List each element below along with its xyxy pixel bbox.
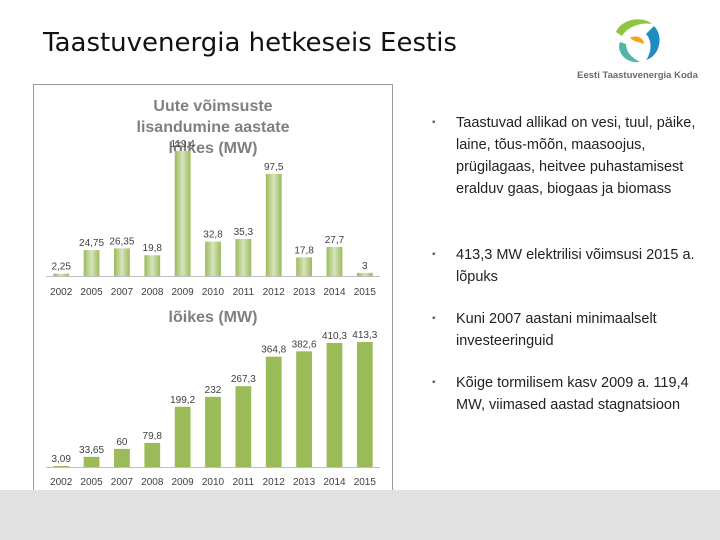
slide-title: Taastuvenergia hetkeseis Eestis [43, 28, 457, 58]
bar-2014 [326, 246, 343, 276]
data-label: 119,4 [170, 139, 195, 150]
bar-2014 [326, 342, 343, 467]
data-label: 3 [362, 261, 368, 272]
category-label: 2014 [323, 287, 346, 298]
category-label: 2011 [233, 287, 255, 298]
chart-title: lõikes (MW) [169, 140, 258, 157]
bar-2010 [205, 396, 221, 467]
bar-2013 [296, 351, 312, 467]
category-label: 2012 [263, 477, 286, 488]
data-label: 267,3 [231, 374, 256, 385]
bar-2015 [356, 272, 373, 276]
bar-2009 [174, 406, 191, 467]
bullet-item: ▪ Kõige tormilisem kasv 2009 a. 119,4 MW… [432, 372, 702, 416]
bar-2010 [205, 241, 221, 276]
data-label: 79,8 [143, 431, 163, 442]
category-label: 2010 [202, 477, 225, 488]
chart-title: lisandumine aastate [137, 119, 290, 136]
data-label: 33,65 [79, 445, 104, 456]
bullet-item: ▪ Kuni 2007 aastani minimaalselt investe… [432, 308, 702, 352]
data-label: 19,8 [143, 243, 163, 254]
bar-2011 [235, 239, 252, 276]
data-label: 17,8 [294, 245, 314, 256]
bullet-marker-icon: ▪ [432, 313, 436, 324]
data-label: 3,09 [51, 454, 71, 465]
category-label: 2002 [50, 287, 73, 298]
category-label: 2008 [141, 287, 164, 298]
bar-2013 [296, 257, 312, 276]
category-label: 2013 [293, 287, 316, 298]
bullet-item: ▪ 413,3 MW elektrilisi võimsusi 2015 a. … [432, 244, 702, 288]
bar-2009 [174, 150, 191, 276]
data-label: 24,75 [79, 238, 104, 249]
category-label: 2011 [233, 477, 255, 488]
category-label: 2008 [141, 477, 164, 488]
bar-2012 [265, 173, 282, 276]
category-label: 2002 [50, 477, 73, 488]
bar-2005 [83, 250, 100, 276]
data-label: 410,3 [322, 331, 347, 342]
category-label: 2010 [202, 287, 225, 298]
category-label: 2009 [172, 477, 195, 488]
category-label: 2013 [293, 477, 316, 488]
footer-band [0, 490, 720, 540]
data-label: 382,6 [292, 339, 317, 350]
data-label: 26,35 [109, 236, 134, 247]
data-label: 199,2 [170, 395, 195, 406]
data-label: 60 [116, 437, 128, 448]
bullet-item: ▪ Taastuvad allikad on vesi, tuul, päike… [432, 112, 702, 200]
data-label: 97,5 [264, 162, 284, 173]
data-label: 27,7 [325, 235, 345, 246]
bullet-text: 413,3 MW elektrilisi võimsusi 2015 a. lõ… [456, 247, 695, 285]
category-label: 2009 [172, 287, 195, 298]
bullet-marker-icon: ▪ [432, 377, 436, 388]
category-label: 2005 [80, 477, 103, 488]
category-label: 2007 [111, 477, 134, 488]
chart-panel: Uute võimsuste lisandumine aastate lõikes … [33, 84, 393, 492]
data-label: 232 [205, 385, 222, 396]
bullet-marker-icon: ▪ [432, 249, 436, 260]
category-label: 2007 [111, 287, 134, 298]
data-label: 413,3 [352, 330, 377, 341]
bullet-text: Taastuvad allikad on vesi, tuul, päike, … [456, 115, 696, 197]
logo-mark-icon [616, 19, 660, 63]
bullet-text: Kuni 2007 aastani minimaalselt investeer… [456, 311, 657, 349]
category-label: 2005 [80, 287, 103, 298]
bar-2005 [83, 456, 100, 467]
data-label: 2,25 [51, 262, 71, 273]
category-label: 2015 [354, 287, 377, 298]
charts-svg: Uute võimsuste lisandumine aastate lõikes … [46, 98, 380, 488]
bar-2008 [144, 255, 161, 276]
bar-2007 [114, 448, 130, 467]
bar-2008 [144, 442, 161, 467]
category-label: 2014 [323, 477, 346, 488]
bar-2002 [53, 466, 70, 467]
logo: Eesti Taastuvenergia Koda [570, 12, 705, 87]
bullet-text: Kõige tormilisem kasv 2009 a. 119,4 MW, … [456, 375, 689, 413]
data-label: 364,8 [261, 345, 286, 356]
logo-text: Eesti Taastuvenergia Koda [577, 70, 698, 81]
bar-2012 [265, 356, 282, 467]
bar-2011 [235, 386, 252, 467]
category-label: 2012 [263, 287, 286, 298]
bullet-marker-icon: ▪ [432, 117, 436, 128]
bar-2015 [356, 342, 373, 467]
chart-title: lõikes (MW) [169, 309, 258, 326]
bar-2002 [53, 273, 70, 276]
data-label: 32,8 [203, 230, 223, 241]
category-label: 2015 [354, 477, 377, 488]
chart-title: Uute võimsuste [153, 98, 272, 115]
bar-2007 [114, 248, 130, 276]
data-label: 35,3 [234, 227, 254, 238]
